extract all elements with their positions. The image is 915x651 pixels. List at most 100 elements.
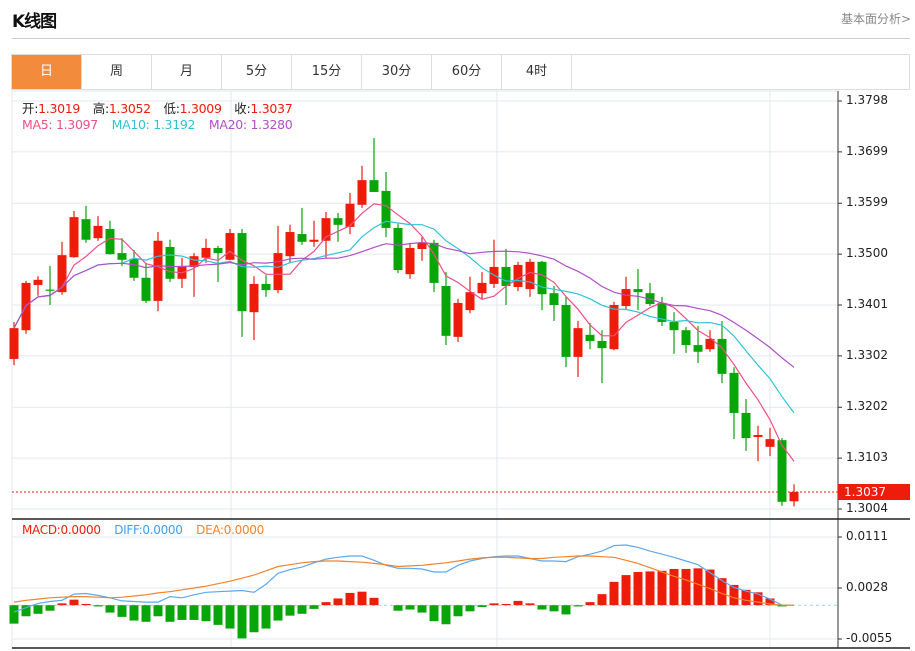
macd-bar [717, 578, 727, 606]
high-label: 高: [92, 101, 109, 116]
macd-bar [585, 602, 595, 606]
macd-info: MACD:0.0000 DIFF:0.0000 DEA:0.0000 [22, 523, 264, 537]
candle-down [333, 218, 343, 225]
macd-bar [249, 605, 259, 633]
candle-down [429, 242, 439, 283]
candle-up [153, 240, 163, 301]
macd-axis-label: 0.0111 [846, 529, 888, 543]
candle-down [369, 180, 379, 192]
macd-bar [201, 605, 211, 622]
candle-up [345, 203, 355, 227]
candle-down [165, 246, 175, 279]
tab-30min[interactable]: 30分 [362, 55, 432, 89]
ma-info: MA5: 1.3097 MA10: 1.3192 MA20: 1.3280 [22, 117, 293, 132]
period-tabs: 日 周 月 5分 15分 30分 60分 4时 [11, 54, 910, 90]
current-price-tag: 1.3037 [838, 484, 910, 500]
candle-up [321, 218, 331, 241]
macd-bar [489, 603, 499, 606]
close-value: 1.3037 [250, 101, 293, 116]
ma10-legend: MA10: 1.3192 [111, 117, 196, 132]
macd-bar [357, 591, 367, 606]
macd-bar [537, 605, 547, 610]
macd-bar [609, 581, 619, 606]
ohlc-info: 开:1.3019 高:1.3052 低:1.3009 收:1.3037 [22, 98, 301, 117]
candle-up [69, 217, 79, 258]
macd-bar [309, 605, 319, 609]
candle-down [297, 234, 307, 242]
candle-down [237, 233, 247, 312]
macd-bar [93, 605, 103, 607]
macd-bar [441, 605, 451, 625]
ma20-legend: MA20: 1.3280 [208, 117, 293, 132]
macd-bar [561, 605, 571, 615]
macd-bar [729, 584, 739, 606]
price-axis-label: 1.3699 [846, 143, 888, 158]
candle-down [561, 305, 571, 357]
macd-bar [129, 605, 139, 621]
candle-up [477, 282, 487, 294]
tab-5min[interactable]: 5分 [222, 55, 292, 89]
fundamental-analysis-link[interactable]: 基本面分析> [840, 12, 911, 26]
candle-down [117, 253, 127, 260]
dea-legend: DEA:0.0000 [196, 523, 264, 537]
macd-bar [549, 605, 559, 612]
candle-down [381, 190, 391, 228]
candle-down [45, 289, 55, 291]
candle-up [765, 439, 775, 447]
macd-bar [105, 605, 115, 613]
candle-up [753, 435, 763, 438]
price-axis-label: 1.3103 [846, 450, 888, 465]
candle-down [717, 338, 727, 374]
price-axis-label: 1.3798 [846, 93, 888, 107]
tab-month[interactable]: 月 [152, 55, 222, 89]
tab-week[interactable]: 周 [82, 55, 152, 89]
candle-up [525, 261, 535, 290]
price-axis-label: 1.3599 [846, 195, 888, 210]
candle-down [537, 261, 547, 295]
macd-bar [117, 605, 127, 617]
candle-up [285, 232, 295, 257]
macd-bar [477, 605, 487, 608]
open-value: 1.3019 [38, 101, 81, 116]
macd-bar [657, 570, 667, 606]
price-axis-label: 1.3202 [846, 399, 888, 414]
candle-up [273, 253, 283, 291]
macd-bar [177, 605, 187, 620]
low-label: 低: [163, 101, 180, 116]
macd-bar [345, 592, 355, 606]
macd-bar [621, 575, 631, 606]
macd-legend: MACD:0.0000 [22, 523, 101, 537]
macd-bar [297, 605, 307, 614]
macd-bar [645, 571, 655, 606]
candle-down [669, 321, 679, 331]
candle-up [621, 289, 631, 307]
low-value: 1.3009 [179, 101, 222, 116]
candle-down [681, 330, 691, 346]
macd-bar [189, 605, 199, 620]
candle-up [513, 264, 523, 288]
macd-bar [333, 598, 343, 606]
macd-bar [741, 589, 751, 606]
high-value: 1.3052 [108, 101, 151, 116]
candle-up [225, 233, 235, 260]
candle-up [705, 338, 715, 350]
macd-bar [33, 605, 43, 614]
candle-up [249, 283, 259, 313]
candle-down [549, 293, 559, 305]
tab-4hour[interactable]: 4时 [502, 55, 572, 89]
macd-bar [153, 605, 163, 617]
macd-bar [261, 605, 271, 629]
tab-60min[interactable]: 60分 [432, 55, 502, 89]
candle-up [33, 279, 43, 285]
candle-up [57, 255, 67, 293]
tab-15min[interactable]: 15分 [292, 55, 362, 89]
candle-up [405, 247, 415, 275]
candle-down [633, 289, 643, 293]
price-axis-label: 1.3500 [846, 246, 888, 261]
macd-bar [285, 605, 295, 616]
tab-day[interactable]: 日 [12, 55, 82, 89]
candle-down [741, 412, 751, 439]
candle-down [729, 372, 739, 413]
ma5-legend: MA5: 1.3097 [22, 117, 98, 132]
